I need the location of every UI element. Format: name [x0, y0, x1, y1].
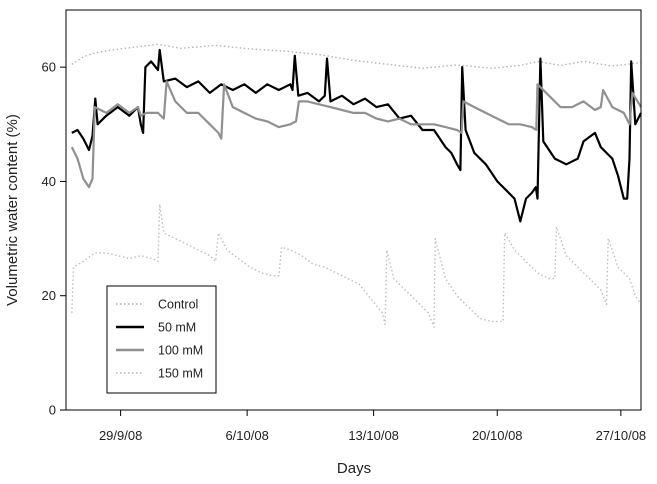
- legend-label-100-mm: 100 mM: [158, 344, 203, 358]
- x-tick-label: 29/9/08: [99, 428, 142, 443]
- series-line-50-mm: [71, 48, 642, 223]
- plot-area: [70, 43, 642, 328]
- x-tick-label: 20/10/08: [472, 428, 523, 443]
- x-tick-label: 6/10/08: [225, 428, 268, 443]
- series-line-150-mm: [71, 203, 642, 328]
- legend-label-control: Control: [158, 298, 198, 312]
- plot-frame: [65, 9, 642, 411]
- y-tick-label: 0: [49, 403, 56, 418]
- y-tick-label: 20: [42, 288, 56, 303]
- legend-label-50-mm: 50 mM: [158, 321, 196, 335]
- x-tick-label: 13/10/08: [348, 428, 399, 443]
- x-tick-label: 27/10/08: [596, 428, 647, 443]
- series-line-100-mm: [70, 80, 642, 189]
- legend: Control 50 mM 100 mM 150 mM: [106, 285, 217, 394]
- series-line-control: [71, 43, 642, 69]
- legend-box: [106, 285, 217, 394]
- y-tick-label: 60: [42, 60, 56, 75]
- legend-label-150-mm: 150 mM: [158, 367, 203, 381]
- y-axis: 0 20 40 60: [42, 60, 66, 418]
- y-axis-title: Volumetric water content (%): [4, 114, 21, 306]
- x-axis: 29/9/08 6/10/08 13/10/08 20/10/08 27/10/08: [99, 410, 646, 443]
- y-tick-label: 40: [42, 174, 56, 189]
- x-axis-title: Days: [337, 460, 371, 477]
